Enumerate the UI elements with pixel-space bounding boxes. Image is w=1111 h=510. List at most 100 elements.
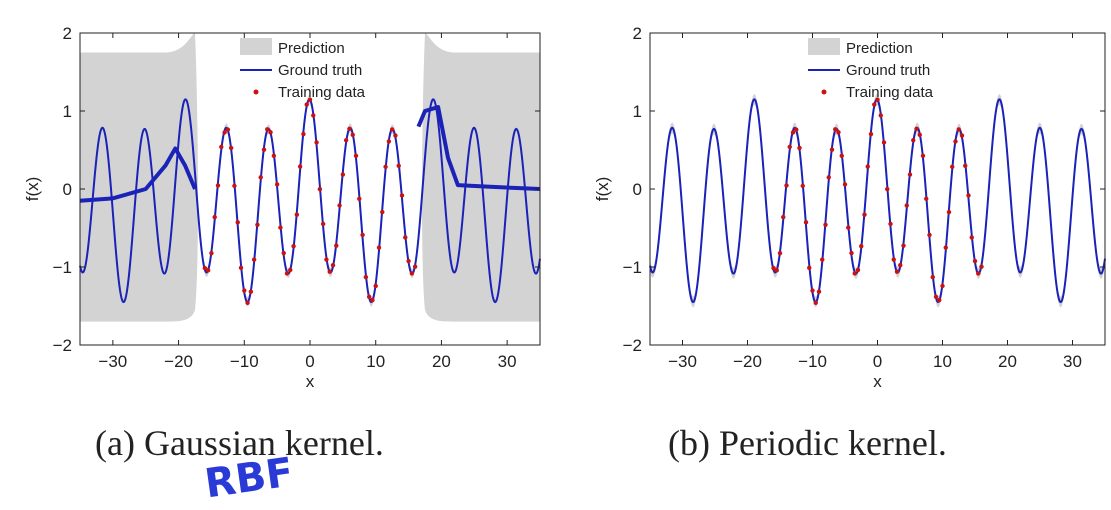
y-tick-label: −1 — [623, 258, 642, 277]
training-point — [205, 268, 211, 273]
training-point — [350, 132, 355, 138]
training-point — [343, 138, 349, 143]
x-tick-label: −20 — [164, 352, 193, 371]
training-point — [777, 250, 783, 256]
training-point — [813, 300, 818, 305]
training-point — [774, 268, 779, 273]
training-data-points — [202, 97, 418, 305]
training-point — [829, 147, 835, 152]
training-point — [888, 221, 893, 227]
x-tick-label: −10 — [230, 352, 259, 371]
legend-ground-truth-label: Ground truth — [846, 62, 930, 79]
training-point — [790, 130, 796, 135]
y-tick-label: 1 — [63, 102, 72, 121]
training-point — [894, 269, 900, 274]
training-point — [800, 183, 805, 189]
training-point — [228, 145, 234, 151]
training-point — [839, 153, 844, 158]
training-point — [917, 132, 922, 138]
training-point — [862, 212, 867, 217]
training-point — [301, 131, 306, 137]
training-point — [238, 265, 244, 271]
training-point — [353, 153, 359, 158]
training-point — [320, 221, 326, 227]
training-point — [330, 263, 336, 268]
training-point — [403, 235, 408, 240]
training-point — [268, 130, 273, 135]
training-point — [291, 244, 296, 249]
prediction-band — [650, 93, 1105, 308]
training-point — [855, 267, 861, 273]
legend-training-swatch — [253, 89, 259, 95]
x-tick-label: −20 — [733, 352, 762, 371]
training-point — [219, 144, 224, 150]
training-point — [265, 127, 270, 132]
training-point — [865, 164, 870, 169]
axes-frame — [649, 32, 1106, 346]
legend-prediction-label: Prediction — [278, 40, 345, 57]
training-point — [334, 243, 339, 248]
training-point — [907, 172, 913, 177]
training-point — [225, 127, 231, 132]
y-tick-label: 0 — [63, 180, 72, 199]
training-point — [376, 245, 382, 250]
training-point — [324, 257, 329, 262]
training-point — [833, 127, 838, 132]
training-point — [357, 196, 362, 201]
x-tick-label: −30 — [98, 352, 127, 371]
training-point — [311, 113, 316, 118]
training-point — [914, 126, 919, 132]
training-point — [383, 164, 388, 169]
y-tick-label: 2 — [63, 24, 72, 43]
training-point — [901, 243, 906, 248]
training-point — [360, 232, 365, 238]
training-point — [875, 97, 880, 102]
x-tick-label: 0 — [305, 352, 314, 371]
training-point — [972, 258, 978, 264]
prediction-band-inner — [198, 95, 422, 307]
legend-prediction-swatch — [240, 38, 272, 55]
training-point — [823, 222, 828, 228]
training-point — [281, 250, 286, 256]
training-point — [930, 274, 935, 280]
training-point — [317, 186, 323, 192]
legend: Prediction Ground truth Training data — [240, 38, 366, 101]
prediction-band — [650, 93, 1105, 308]
training-point — [304, 102, 309, 107]
training-point — [911, 138, 916, 143]
training-point — [370, 297, 375, 303]
training-point — [373, 283, 378, 289]
training-point — [389, 127, 395, 132]
training-point — [212, 214, 217, 220]
training-point — [872, 102, 877, 107]
training-point — [258, 175, 263, 180]
x-tick-label: 20 — [432, 352, 451, 371]
training-point — [959, 133, 965, 138]
prediction-band-left — [80, 33, 198, 322]
y-tick-label: 2 — [633, 24, 642, 43]
training-point — [849, 250, 854, 256]
training-point — [898, 263, 903, 268]
training-point — [787, 144, 792, 150]
training-point — [842, 182, 848, 187]
legend-training-swatch — [821, 89, 827, 95]
y-tick-label: −2 — [623, 336, 642, 355]
training-point — [314, 140, 319, 145]
training-point — [784, 183, 789, 188]
training-point — [386, 139, 392, 144]
training-point — [209, 250, 214, 256]
training-point — [933, 294, 939, 299]
training-point — [363, 274, 369, 280]
training-point — [222, 130, 227, 135]
training-point — [245, 300, 250, 305]
legend-prediction-label: Prediction — [846, 40, 913, 57]
caption-periodic-kernel: (b) Periodic kernel. — [668, 423, 947, 463]
legend: Prediction Ground truth Training data — [808, 38, 934, 101]
training-point — [294, 212, 300, 217]
training-point — [807, 265, 812, 271]
training-point — [859, 244, 864, 249]
